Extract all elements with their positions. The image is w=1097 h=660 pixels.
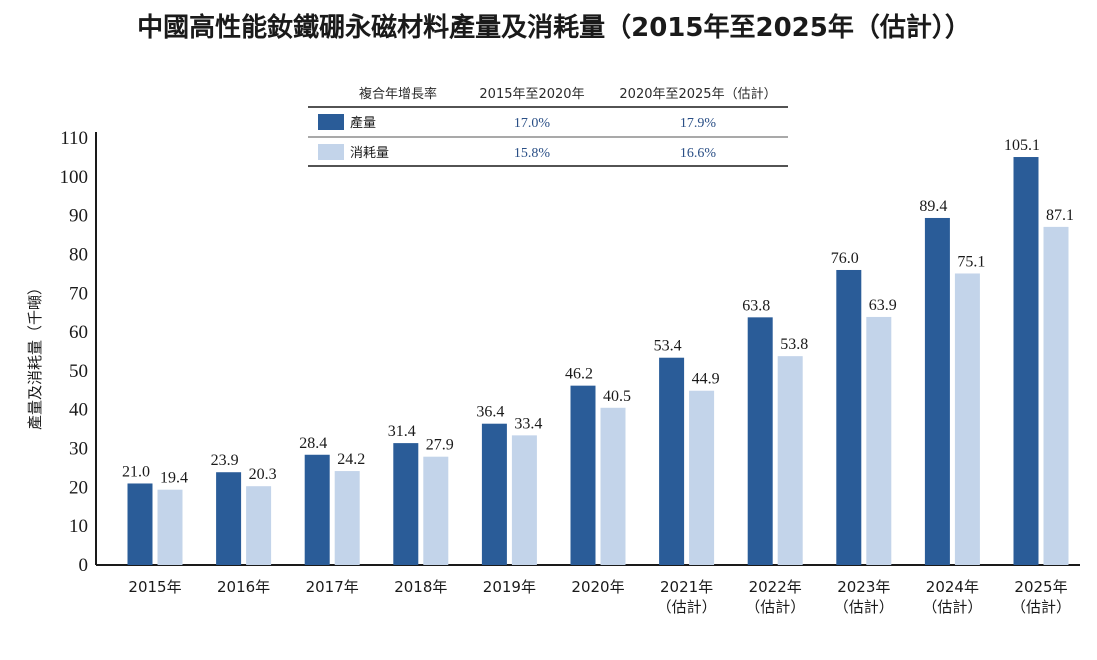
x-tick-label: 2020年 xyxy=(571,578,624,596)
data-label-consumption: 33.4 xyxy=(514,415,542,432)
x-tick-sublabel: （估計） xyxy=(922,598,982,616)
bar-production xyxy=(924,217,950,565)
bar-production xyxy=(393,443,419,565)
x-tick-label: 2024年 xyxy=(926,578,979,596)
bar-production xyxy=(481,423,507,565)
y-tick-label: 30 xyxy=(69,439,88,460)
x-ticks: 2015年 2016年 2017年 2018年 2019年 2020年 2021年 （估計） 2… xyxy=(128,578,1071,616)
data-label-production: 21.0 xyxy=(122,463,150,480)
data-label-consumption: 63.9 xyxy=(869,297,897,314)
legend-label: 消耗量 xyxy=(350,146,389,161)
bar-production xyxy=(570,385,596,565)
data-label-consumption: 40.5 xyxy=(603,388,631,405)
x-tick-label: 2015年 xyxy=(128,578,181,596)
data-label-consumption: 27.9 xyxy=(426,437,454,454)
x-tick-label: 2018年 xyxy=(394,578,447,596)
data-label-production: 23.9 xyxy=(211,452,239,469)
data-label-consumption: 24.2 xyxy=(337,451,365,468)
legend-swatch xyxy=(318,144,344,160)
data-label-production: 53.4 xyxy=(654,338,682,355)
data-label-production: 105.1 xyxy=(1004,137,1040,154)
legend-swatch xyxy=(318,114,344,130)
data-label-consumption: 75.1 xyxy=(957,253,985,270)
y-tick-label: 40 xyxy=(69,400,88,421)
x-tick-sublabel: （估計） xyxy=(745,598,805,616)
y-tick-label: 60 xyxy=(69,322,88,343)
y-tick-label: 70 xyxy=(69,283,88,304)
x-tick-label: 2023年 xyxy=(837,578,890,596)
y-ticks: 0 10 20 30 40 50 60 70 80 90 100 110 xyxy=(60,128,89,576)
y-tick-label: 80 xyxy=(69,244,88,265)
data-label-production: 76.0 xyxy=(831,250,859,267)
x-tick-label: 2022年 xyxy=(749,578,802,596)
bar-production xyxy=(747,317,773,565)
data-label-consumption: 44.9 xyxy=(692,371,720,388)
data-label-production: 46.2 xyxy=(565,366,593,383)
x-tick-sublabel: （估計） xyxy=(1011,598,1071,616)
bar-production xyxy=(659,357,685,565)
x-tick-label: 2016年 xyxy=(217,578,270,596)
bars xyxy=(127,157,1069,566)
bar-consumption xyxy=(246,486,272,565)
data-label-production: 28.4 xyxy=(299,435,327,452)
bar-consumption xyxy=(600,407,626,565)
bar-consumption xyxy=(511,435,537,565)
data-labels: 21.0 19.4 23.9 20.3 28.4 24.2 31.4 27.9 36.4 33.4… xyxy=(122,137,1074,487)
bar-consumption xyxy=(157,489,183,565)
bar-production xyxy=(304,454,330,565)
y-tick-label: 10 xyxy=(69,516,88,537)
table-cagr-value: 15.8% xyxy=(514,146,551,161)
y-axis-label: 產量及消耗量（千噸） xyxy=(26,280,44,430)
data-label-production: 63.8 xyxy=(742,297,770,314)
table-cagr-value: 17.0% xyxy=(514,116,551,131)
y-tick-label: 50 xyxy=(69,361,88,382)
data-label-consumption: 19.4 xyxy=(160,470,188,487)
legend-label: 產量 xyxy=(350,115,376,131)
data-label-production: 31.4 xyxy=(388,423,416,440)
table-header-period: 2015年至2020年 xyxy=(479,87,584,102)
x-tick-label: 2017年 xyxy=(306,578,359,596)
bar-consumption xyxy=(954,273,980,565)
bar-consumption xyxy=(1043,226,1069,566)
bar-consumption xyxy=(689,390,715,565)
y-tick-label: 110 xyxy=(60,128,88,149)
x-tick-label: 2021年 xyxy=(660,578,713,596)
growth-table: 複合年增長率 2015年至2020年 2020年至2025年（估計） 產量 17.0% 1… xyxy=(308,86,788,167)
bar-consumption xyxy=(423,456,449,565)
bar-production xyxy=(836,269,862,565)
bar-consumption xyxy=(334,471,360,565)
bar-production xyxy=(216,472,242,565)
table-header-cagr: 複合年增長率 xyxy=(359,86,437,102)
bar-production xyxy=(127,483,153,565)
bar-consumption xyxy=(777,356,803,565)
data-label-production: 89.4 xyxy=(919,198,947,215)
table-cagr-value: 16.6% xyxy=(680,146,717,161)
x-tick-sublabel: （估計） xyxy=(834,598,894,616)
data-label-production: 36.4 xyxy=(476,404,504,421)
y-tick-label: 100 xyxy=(60,167,89,188)
y-tick-label: 0 xyxy=(79,555,89,576)
table-header-period: 2020年至2025年（估計） xyxy=(619,86,776,102)
bar-production xyxy=(1013,157,1039,565)
bar-consumption xyxy=(866,316,892,565)
y-tick-label: 20 xyxy=(69,477,88,498)
chart-title: 中國高性能釹鐵硼永磁材料產量及消耗量（2015年至2025年（估計）） xyxy=(137,12,971,43)
x-tick-sublabel: （估計） xyxy=(657,598,717,616)
y-tick-label: 90 xyxy=(69,206,88,227)
data-label-consumption: 20.3 xyxy=(249,466,277,483)
data-label-consumption: 53.8 xyxy=(780,336,808,353)
x-tick-label: 2019年 xyxy=(483,578,536,596)
data-label-consumption: 87.1 xyxy=(1046,207,1074,224)
x-tick-label: 2025年 xyxy=(1014,578,1067,596)
table-cagr-value: 17.9% xyxy=(680,116,717,131)
